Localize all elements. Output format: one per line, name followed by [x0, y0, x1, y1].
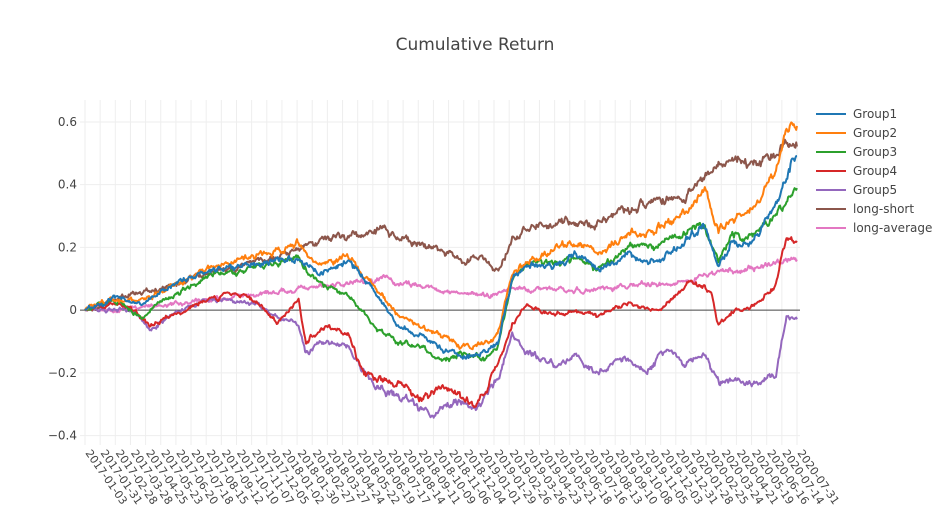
legend-label[interactable]: long-average	[853, 221, 932, 235]
legend: Group1 Group2 Group3 Group4 Group5 long-short…	[816, 107, 932, 235]
y-axis-ticks: 0.6 0.4 0.2 0 −0.2 −0.4	[48, 115, 77, 443]
y-tick-label: 0	[69, 303, 77, 317]
series-layer	[84, 121, 798, 419]
y-tick-label: −0.2	[48, 366, 77, 380]
y-tick-label: 0.2	[58, 240, 77, 254]
series-line-group4	[84, 236, 798, 409]
x-axis-ticks: 2017-01-032017-01-312017-02-282017-03-28…	[83, 447, 842, 507]
y-tick-label: 0.4	[58, 178, 77, 192]
legend-label[interactable]: Group4	[853, 164, 897, 178]
legend-label[interactable]: Group1	[853, 107, 897, 121]
series-line-long-short	[84, 138, 798, 312]
y-tick-label: 0.6	[58, 115, 77, 129]
legend-label[interactable]: long-short	[853, 202, 914, 216]
series-line-group1	[84, 155, 798, 360]
legend-label[interactable]: Group5	[853, 183, 897, 197]
legend-label[interactable]: Group3	[853, 145, 897, 159]
legend-label[interactable]: Group2	[853, 126, 897, 140]
series-line-group3	[84, 187, 798, 363]
grid-layer	[80, 100, 800, 445]
series-line-group5	[84, 297, 798, 419]
y-tick-label: −0.4	[48, 429, 77, 443]
chart-title: Cumulative Return	[396, 35, 555, 55]
series-line-group2	[84, 121, 798, 351]
